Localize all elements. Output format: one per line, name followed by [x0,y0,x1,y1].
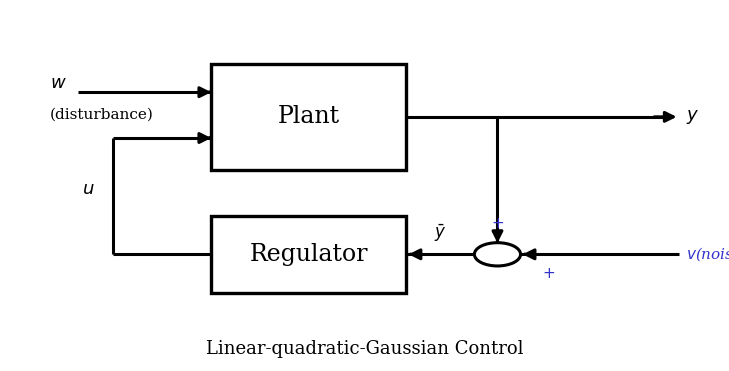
Text: $w$: $w$ [50,74,66,92]
Text: $y$: $y$ [687,108,700,126]
Text: $v$(noise): $v$(noise) [687,246,729,263]
Text: Linear-quadratic-Gaussian Control: Linear-quadratic-Gaussian Control [206,341,523,358]
Bar [211,64,407,170]
Text: $u$: $u$ [82,180,95,198]
Text: $\bar{y}$: $\bar{y}$ [434,223,447,244]
Text: +: + [542,266,555,281]
Bar [211,216,407,293]
Text: (disturbance): (disturbance) [50,108,153,122]
Text: Regulator: Regulator [249,243,367,266]
Text: +: + [491,216,504,231]
Circle shape [475,243,521,266]
Text: Plant: Plant [278,105,340,128]
